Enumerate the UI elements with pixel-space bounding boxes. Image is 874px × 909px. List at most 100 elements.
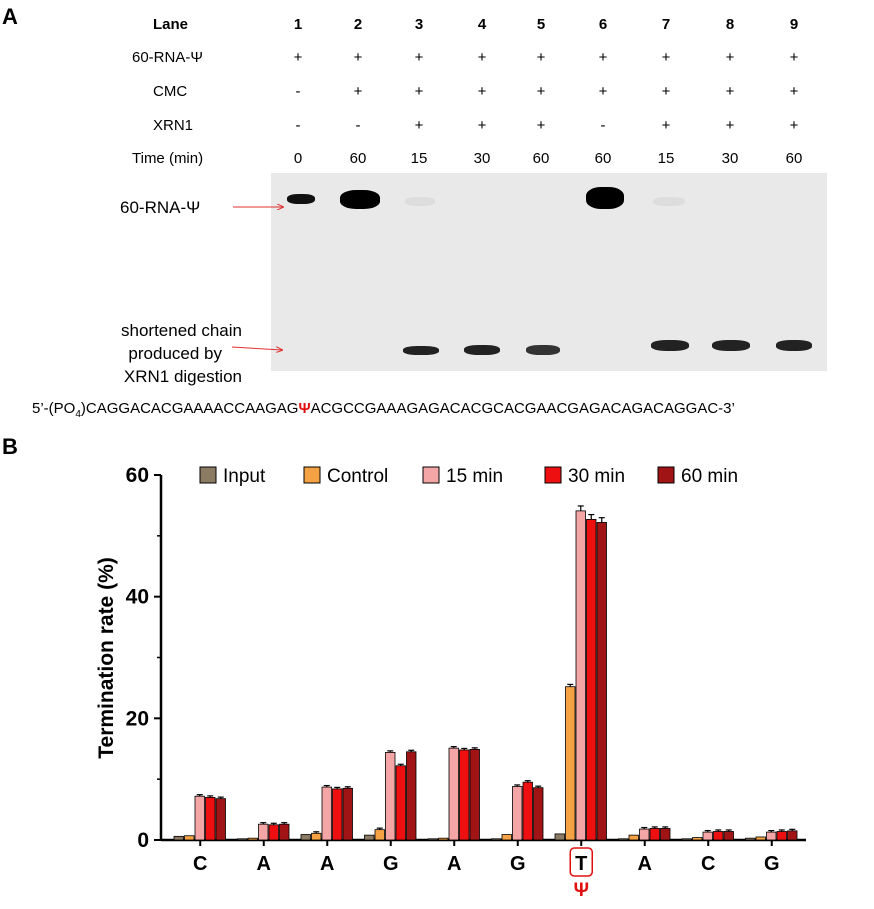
sequence-middle: )CAGGACACGAAAACCAAGAG bbox=[80, 400, 299, 417]
condition-cell: 60 bbox=[594, 150, 612, 167]
legend-swatch bbox=[544, 466, 562, 484]
condition-row-label: 60-RNA-Ψ bbox=[132, 49, 203, 66]
condition-cell: + bbox=[353, 83, 363, 100]
y-tick-label: 60 bbox=[126, 464, 149, 487]
condition-cell: - bbox=[295, 117, 301, 134]
bar bbox=[194, 795, 205, 841]
bar bbox=[501, 834, 512, 841]
sequence-subscript: 4 bbox=[75, 409, 81, 420]
lane-number: 6 bbox=[598, 16, 608, 33]
sequence-start: 5’-(PO bbox=[32, 400, 76, 417]
lane-number: 8 bbox=[725, 16, 735, 33]
x-tick-label: A bbox=[320, 853, 334, 875]
bar bbox=[268, 824, 279, 841]
condition-row-label: Lane bbox=[153, 16, 189, 33]
bar bbox=[596, 522, 607, 841]
condition-cell: 30 bbox=[473, 150, 491, 167]
panel-a-letter: A bbox=[2, 4, 18, 29]
condition-cell: + bbox=[789, 49, 799, 66]
x-tick-label: C bbox=[701, 853, 715, 875]
bar bbox=[554, 833, 565, 841]
bar bbox=[205, 797, 216, 841]
bar bbox=[448, 747, 459, 841]
bar bbox=[660, 828, 671, 841]
condition-cell: 60 bbox=[532, 150, 550, 167]
condition-cell: - bbox=[355, 117, 361, 134]
lane-number: 4 bbox=[477, 16, 487, 33]
condition-cell: 60 bbox=[785, 150, 803, 167]
bar bbox=[639, 828, 650, 841]
bar bbox=[713, 831, 724, 841]
bar bbox=[385, 751, 396, 841]
condition-cell: + bbox=[414, 83, 424, 100]
bar bbox=[628, 834, 639, 841]
x-tick-label: G bbox=[764, 853, 780, 875]
band-lane-3-short bbox=[403, 346, 439, 355]
full-length-label: 60-RNA-Ψ bbox=[120, 198, 201, 217]
bar bbox=[681, 838, 692, 841]
bar bbox=[427, 838, 438, 841]
legend-swatch bbox=[422, 466, 440, 484]
bar bbox=[512, 786, 523, 841]
bar bbox=[300, 834, 311, 841]
condition-cell: + bbox=[598, 49, 608, 66]
y-tick-label: 40 bbox=[126, 586, 149, 609]
bar bbox=[438, 837, 449, 841]
condition-cell: + bbox=[661, 83, 671, 100]
legend-swatch bbox=[657, 466, 675, 484]
bar bbox=[649, 828, 660, 841]
lane-number: 3 bbox=[414, 16, 424, 33]
bar bbox=[565, 686, 576, 841]
bar bbox=[311, 832, 322, 841]
bar bbox=[766, 831, 777, 841]
bar bbox=[342, 787, 353, 841]
shortened-chain-arrow bbox=[231, 346, 282, 350]
x-tick-label: T bbox=[575, 853, 587, 875]
y-tick-label: 0 bbox=[137, 829, 149, 852]
bar bbox=[491, 838, 502, 841]
x-tick-label: A bbox=[638, 853, 652, 875]
condition-cell: 60 bbox=[349, 150, 367, 167]
bar bbox=[364, 834, 375, 841]
condition-cell: + bbox=[477, 117, 487, 134]
condition-cell: + bbox=[536, 83, 546, 100]
condition-cell: + bbox=[293, 49, 303, 66]
lane-number: 9 bbox=[789, 16, 799, 33]
bar bbox=[702, 831, 713, 841]
bar bbox=[247, 837, 258, 841]
bar bbox=[184, 835, 195, 841]
bar bbox=[618, 838, 629, 841]
condition-row-label: CMC bbox=[153, 83, 188, 100]
band-lane-6-full bbox=[586, 187, 624, 209]
bar bbox=[173, 835, 184, 841]
condition-cell: + bbox=[414, 49, 424, 66]
band-lane-9-short bbox=[776, 340, 812, 351]
band-lane-8-short bbox=[712, 340, 750, 351]
band-lane-2-full bbox=[340, 190, 380, 209]
bar bbox=[755, 836, 766, 841]
band-lane-4-short bbox=[464, 345, 500, 355]
bar bbox=[279, 823, 290, 841]
rna-sequence: 5’-(PO4)CAGGACACGAAAACCAAGAGΨACGCCGAAAGA… bbox=[32, 400, 735, 420]
bar bbox=[459, 749, 470, 841]
condition-cell: + bbox=[661, 49, 671, 66]
condition-cell: 30 bbox=[721, 150, 739, 167]
condition-cell: + bbox=[353, 49, 363, 66]
condition-cell: + bbox=[536, 117, 546, 134]
bar bbox=[776, 831, 787, 841]
legend-swatch bbox=[199, 466, 217, 484]
bar bbox=[406, 751, 417, 841]
condition-row-label: XRN1 bbox=[153, 117, 194, 134]
bar bbox=[321, 786, 332, 841]
band-lane-1-full bbox=[287, 194, 315, 204]
x-tick-label: G bbox=[510, 853, 526, 875]
condition-cell: + bbox=[789, 83, 799, 100]
legend-label: Input bbox=[223, 466, 266, 487]
condition-row-label: Time (min) bbox=[132, 150, 204, 167]
condition-cell: + bbox=[598, 83, 608, 100]
bar bbox=[332, 788, 343, 841]
psi-marker: Ψ bbox=[574, 880, 589, 901]
condition-cell: - bbox=[295, 83, 301, 100]
bar bbox=[575, 510, 586, 841]
bar bbox=[237, 838, 248, 841]
